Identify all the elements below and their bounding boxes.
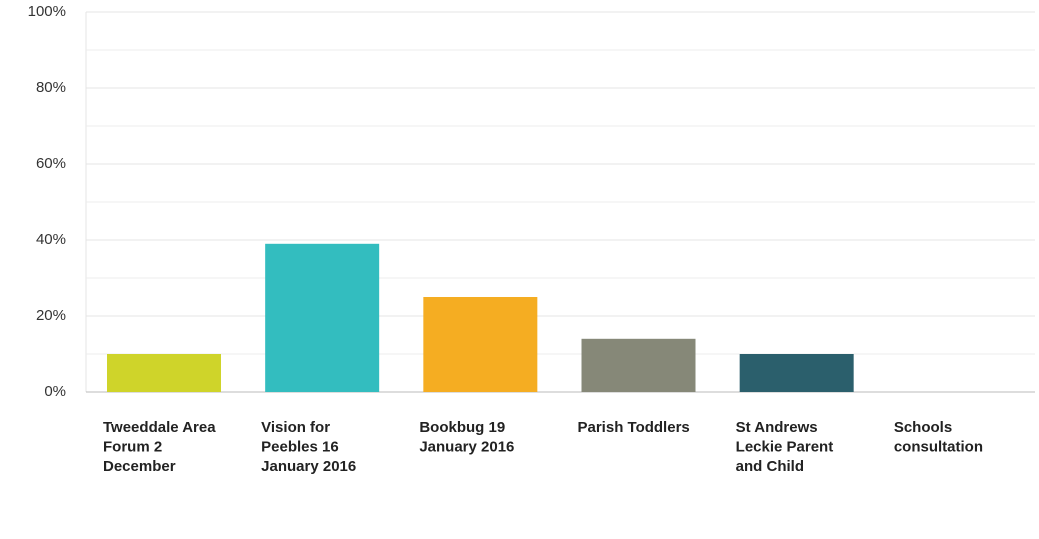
bar <box>265 243 380 392</box>
x-tick-label: Bookbug 19 January 2016 <box>419 419 514 456</box>
bar <box>423 297 538 392</box>
y-tick-label: 60% <box>36 155 66 172</box>
x-tick-label: Schools consultation <box>894 419 983 456</box>
bar <box>581 338 696 392</box>
y-tick-label: 80% <box>36 79 66 96</box>
x-tick-label: Parish Toddlers <box>578 419 690 436</box>
y-tick-label: 100% <box>28 3 66 20</box>
bar <box>739 354 854 392</box>
y-tick-label: 20% <box>36 307 66 324</box>
bar <box>107 354 221 392</box>
y-tick-label: 40% <box>36 231 66 248</box>
y-tick-label: 0% <box>44 383 66 400</box>
x-tick-label: St Andrews Leckie Parent and Child <box>736 419 834 475</box>
x-tick-label: Tweeddale Area Forum 2 December <box>103 419 216 475</box>
x-tick-label: Vision for Peebles 16 January 2016 <box>261 419 356 475</box>
